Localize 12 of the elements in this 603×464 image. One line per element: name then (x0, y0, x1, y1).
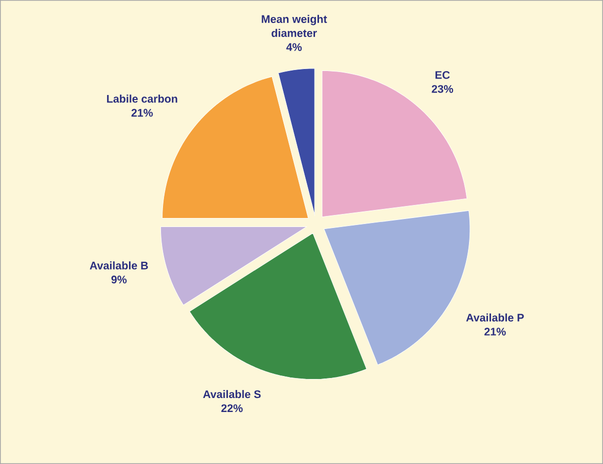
data-label: 21% (131, 108, 153, 117)
data-label: 4% (286, 43, 302, 51)
slice-label: Available S (203, 390, 261, 398)
data-label: 9% (111, 276, 127, 284)
slice-label: Available B (90, 261, 148, 270)
data-label: 23% (432, 85, 454, 93)
data-label: 21% (484, 328, 506, 336)
slice-label: Available P (466, 313, 524, 322)
slice-label: EC (436, 71, 450, 79)
slice-label: Labile carbon (107, 94, 178, 103)
slice-label: Mean weight diameter (262, 14, 327, 37)
data-label: 22% (221, 404, 243, 412)
